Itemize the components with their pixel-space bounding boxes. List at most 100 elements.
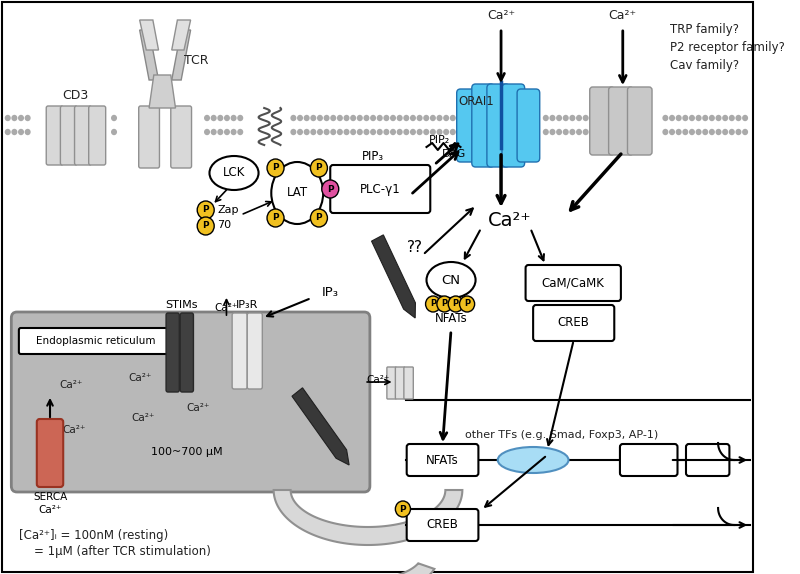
Text: Ca²⁺: Ca²⁺ — [186, 403, 210, 413]
FancyBboxPatch shape — [686, 444, 730, 476]
FancyBboxPatch shape — [74, 106, 91, 165]
Circle shape — [323, 129, 330, 135]
Circle shape — [450, 115, 456, 121]
FancyBboxPatch shape — [170, 106, 191, 168]
Polygon shape — [140, 30, 158, 80]
FancyBboxPatch shape — [387, 367, 396, 399]
Polygon shape — [149, 75, 175, 108]
Circle shape — [297, 115, 303, 121]
Text: Ca²⁺: Ca²⁺ — [366, 375, 390, 385]
Circle shape — [363, 129, 370, 135]
FancyBboxPatch shape — [330, 165, 430, 213]
Circle shape — [682, 129, 688, 135]
FancyBboxPatch shape — [232, 313, 247, 389]
Circle shape — [742, 115, 748, 121]
Text: PIP₂: PIP₂ — [430, 135, 450, 145]
Circle shape — [297, 129, 303, 135]
Circle shape — [550, 129, 555, 135]
Text: Ca²⁺: Ca²⁺ — [38, 505, 62, 515]
Circle shape — [582, 115, 589, 121]
FancyBboxPatch shape — [395, 367, 405, 399]
Circle shape — [576, 129, 582, 135]
Circle shape — [689, 129, 695, 135]
Text: 70: 70 — [217, 220, 231, 230]
FancyBboxPatch shape — [166, 313, 179, 392]
Circle shape — [430, 129, 436, 135]
Text: LCK: LCK — [223, 166, 245, 180]
Circle shape — [11, 115, 18, 121]
Text: P: P — [327, 184, 334, 193]
Text: Ca²⁺: Ca²⁺ — [214, 303, 238, 313]
Polygon shape — [140, 20, 158, 50]
Text: PLC-γ1: PLC-γ1 — [360, 183, 401, 196]
Text: Ca²⁺: Ca²⁺ — [59, 380, 82, 390]
Circle shape — [224, 129, 230, 135]
Circle shape — [403, 129, 410, 135]
Circle shape — [322, 180, 338, 198]
Text: IP₃: IP₃ — [322, 285, 338, 298]
Text: SERCA: SERCA — [33, 492, 67, 502]
Circle shape — [204, 129, 210, 135]
Circle shape — [18, 115, 24, 121]
Circle shape — [18, 129, 24, 135]
Text: Ca²⁺: Ca²⁺ — [62, 425, 86, 435]
Circle shape — [337, 115, 343, 121]
Circle shape — [377, 129, 382, 135]
Circle shape — [230, 115, 237, 121]
Circle shape — [682, 115, 688, 121]
FancyBboxPatch shape — [533, 305, 614, 341]
Circle shape — [443, 115, 449, 121]
FancyBboxPatch shape — [404, 367, 414, 399]
Circle shape — [210, 115, 217, 121]
Circle shape — [204, 115, 210, 121]
Circle shape — [403, 115, 410, 121]
Circle shape — [210, 129, 217, 135]
Circle shape — [383, 115, 390, 121]
Text: [Ca²⁺]ᵢ = 100nM (resting): [Ca²⁺]ᵢ = 100nM (resting) — [19, 529, 168, 541]
Circle shape — [542, 129, 549, 135]
Text: 100~700 μM: 100~700 μM — [151, 447, 222, 457]
Circle shape — [542, 115, 549, 121]
Circle shape — [11, 129, 18, 135]
Circle shape — [330, 129, 336, 135]
Circle shape — [363, 115, 370, 121]
Circle shape — [390, 115, 396, 121]
Circle shape — [562, 115, 569, 121]
FancyBboxPatch shape — [620, 444, 678, 476]
Text: PIP₃: PIP₃ — [362, 150, 384, 163]
FancyBboxPatch shape — [627, 87, 652, 155]
Circle shape — [397, 129, 402, 135]
Circle shape — [370, 115, 376, 121]
Text: CD3: CD3 — [62, 89, 89, 102]
Circle shape — [417, 129, 422, 135]
Circle shape — [457, 115, 462, 121]
Circle shape — [443, 129, 449, 135]
Text: Endoplasmic reticulum: Endoplasmic reticulum — [35, 336, 155, 346]
Text: ORAI1: ORAI1 — [458, 95, 494, 108]
Text: Ca²⁺: Ca²⁺ — [132, 413, 155, 423]
Ellipse shape — [271, 162, 323, 224]
Circle shape — [343, 115, 350, 121]
FancyBboxPatch shape — [609, 87, 633, 155]
Circle shape — [198, 201, 214, 219]
Text: Ca²⁺: Ca²⁺ — [609, 9, 637, 22]
FancyBboxPatch shape — [46, 106, 63, 165]
Circle shape — [310, 129, 316, 135]
Circle shape — [317, 115, 323, 121]
Circle shape — [695, 129, 702, 135]
Circle shape — [290, 115, 297, 121]
Circle shape — [570, 129, 575, 135]
Circle shape — [267, 159, 284, 177]
Text: NFATs: NFATs — [434, 312, 467, 325]
Circle shape — [695, 115, 702, 121]
Circle shape — [383, 129, 390, 135]
Circle shape — [290, 129, 297, 135]
Circle shape — [556, 115, 562, 121]
Circle shape — [459, 296, 474, 312]
Circle shape — [715, 115, 722, 121]
FancyBboxPatch shape — [517, 89, 540, 162]
Circle shape — [357, 129, 363, 135]
Circle shape — [238, 115, 243, 121]
Circle shape — [576, 115, 582, 121]
FancyBboxPatch shape — [60, 106, 78, 165]
